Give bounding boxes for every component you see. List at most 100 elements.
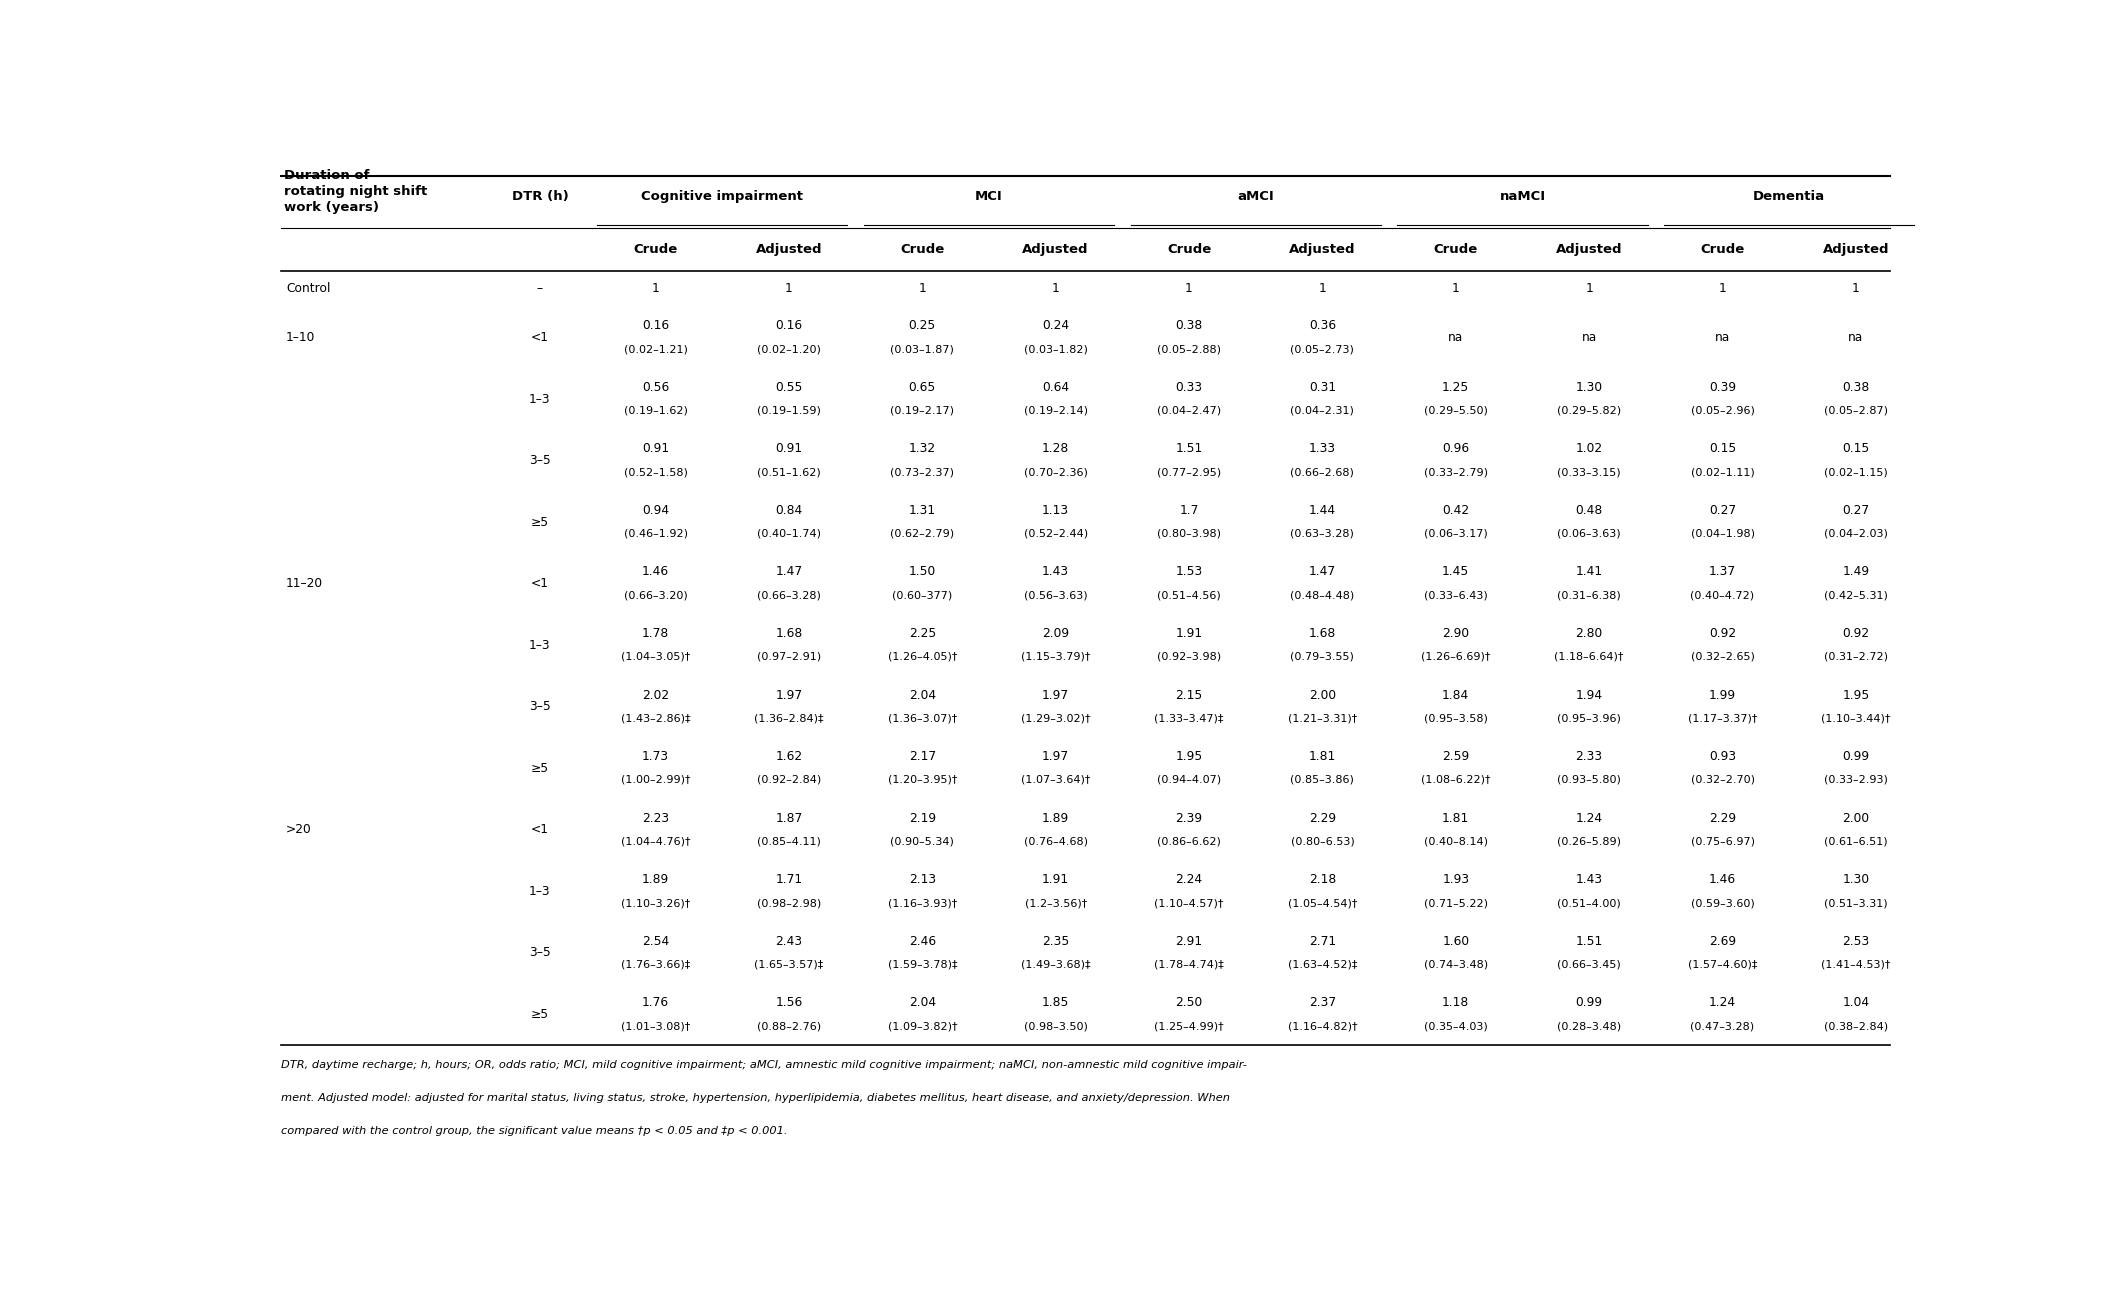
- Text: 1.25: 1.25: [1442, 380, 1470, 393]
- Text: 0.92: 0.92: [1843, 627, 1870, 640]
- Text: 0.65: 0.65: [909, 380, 936, 393]
- Text: 1.62: 1.62: [775, 750, 803, 763]
- Text: (0.40–8.14): (0.40–8.14): [1423, 836, 1487, 846]
- Text: (0.46–1.92): (0.46–1.92): [623, 528, 688, 539]
- Text: (1.04–3.05)†: (1.04–3.05)†: [621, 652, 690, 662]
- Text: 2.37: 2.37: [1309, 997, 1336, 1010]
- Text: (0.29–5.82): (0.29–5.82): [1557, 406, 1620, 415]
- Text: (0.51–4.00): (0.51–4.00): [1557, 898, 1620, 909]
- Text: 3–5: 3–5: [530, 946, 551, 959]
- Text: MCI: MCI: [974, 190, 1002, 202]
- Text: na: na: [1449, 331, 1464, 344]
- Text: 1: 1: [1053, 282, 1059, 295]
- Text: (0.31–2.72): (0.31–2.72): [1824, 652, 1887, 662]
- Text: Adjusted: Adjusted: [1557, 243, 1622, 256]
- Text: 0.16: 0.16: [775, 319, 803, 332]
- Text: 2.15: 2.15: [1175, 688, 1203, 701]
- Text: 0.94: 0.94: [642, 504, 669, 517]
- Text: (0.19–1.59): (0.19–1.59): [756, 406, 822, 415]
- Text: 1.46: 1.46: [1709, 874, 1737, 887]
- Text: naMCI: naMCI: [1500, 190, 1546, 202]
- Text: (0.63–3.28): (0.63–3.28): [1290, 528, 1353, 539]
- Text: 1: 1: [1453, 282, 1459, 295]
- Text: (1.63–4.52)‡: (1.63–4.52)‡: [1288, 959, 1358, 970]
- Text: 0.56: 0.56: [642, 380, 669, 393]
- Text: (0.40–1.74): (0.40–1.74): [756, 528, 822, 539]
- Text: 1.71: 1.71: [775, 874, 803, 887]
- Text: 1.50: 1.50: [909, 566, 936, 579]
- Text: (0.06–3.17): (0.06–3.17): [1423, 528, 1487, 539]
- Text: (0.32–2.70): (0.32–2.70): [1690, 775, 1754, 785]
- Text: 1.91: 1.91: [1042, 874, 1070, 887]
- Text: na: na: [1849, 331, 1864, 344]
- Text: (1.29–3.02)†: (1.29–3.02)†: [1021, 714, 1091, 723]
- Text: (0.33–3.15): (0.33–3.15): [1557, 467, 1620, 478]
- Text: (0.04–1.98): (0.04–1.98): [1690, 528, 1754, 539]
- Text: (0.98–3.50): (0.98–3.50): [1023, 1022, 1087, 1031]
- Text: Duration of
rotating night shift
work (years): Duration of rotating night shift work (y…: [284, 169, 428, 214]
- Text: (0.62–2.79): (0.62–2.79): [890, 528, 955, 539]
- Text: (1.00–2.99)†: (1.00–2.99)†: [621, 775, 690, 785]
- Text: 0.38: 0.38: [1175, 319, 1203, 332]
- Text: 1.46: 1.46: [642, 566, 669, 579]
- Text: 1–10: 1–10: [286, 331, 316, 344]
- Text: 0.64: 0.64: [1042, 380, 1070, 393]
- Text: (0.05–2.73): (0.05–2.73): [1290, 344, 1353, 354]
- Text: (0.75–6.97): (0.75–6.97): [1690, 836, 1754, 846]
- Text: 1.51: 1.51: [1576, 935, 1603, 948]
- Text: 2.00: 2.00: [1309, 688, 1336, 701]
- Text: 1.53: 1.53: [1175, 566, 1203, 579]
- Text: aMCI: aMCI: [1237, 190, 1275, 202]
- Text: 1.7: 1.7: [1180, 504, 1199, 517]
- Text: <1: <1: [532, 331, 549, 344]
- Text: (1.16–3.93)†: (1.16–3.93)†: [887, 898, 957, 909]
- Text: (1.43–2.86)‡: (1.43–2.86)‡: [621, 714, 690, 723]
- Text: 1–3: 1–3: [530, 885, 551, 898]
- Text: 1–3: 1–3: [530, 639, 551, 652]
- Text: 1: 1: [1320, 282, 1326, 295]
- Text: 2.19: 2.19: [909, 811, 936, 824]
- Text: 1–3: 1–3: [530, 392, 551, 405]
- Text: 1.84: 1.84: [1442, 688, 1470, 701]
- Text: 1.18: 1.18: [1442, 997, 1470, 1010]
- Text: (0.92–2.84): (0.92–2.84): [756, 775, 822, 785]
- Text: (1.10–3.44)†: (1.10–3.44)†: [1821, 714, 1891, 723]
- Text: (0.05–2.87): (0.05–2.87): [1824, 406, 1887, 415]
- Text: 2.24: 2.24: [1175, 874, 1203, 887]
- Text: na: na: [1582, 331, 1597, 344]
- Text: (0.66–3.45): (0.66–3.45): [1557, 959, 1620, 970]
- Text: 2.59: 2.59: [1442, 750, 1470, 763]
- Text: (0.52–1.58): (0.52–1.58): [623, 467, 688, 478]
- Text: (0.26–5.89): (0.26–5.89): [1557, 836, 1620, 846]
- Text: 2.29: 2.29: [1709, 811, 1737, 824]
- Text: (0.31–6.38): (0.31–6.38): [1557, 591, 1620, 601]
- Text: (0.95–3.58): (0.95–3.58): [1423, 714, 1487, 723]
- Text: (0.05–2.96): (0.05–2.96): [1690, 406, 1754, 415]
- Text: (1.26–4.05)†: (1.26–4.05)†: [887, 652, 957, 662]
- Text: 1.56: 1.56: [775, 997, 803, 1010]
- Text: Crude: Crude: [1167, 243, 1211, 256]
- Text: 0.38: 0.38: [1843, 380, 1870, 393]
- Text: 1: 1: [786, 282, 792, 295]
- Text: 1.89: 1.89: [642, 874, 669, 887]
- Text: 1.85: 1.85: [1042, 997, 1070, 1010]
- Text: (1.20–3.95)†: (1.20–3.95)†: [887, 775, 957, 785]
- Text: (0.33–2.93): (0.33–2.93): [1824, 775, 1887, 785]
- Text: (1.16–4.82)†: (1.16–4.82)†: [1288, 1022, 1358, 1031]
- Text: 0.27: 0.27: [1843, 504, 1870, 517]
- Text: 0.33: 0.33: [1175, 380, 1203, 393]
- Text: 0.39: 0.39: [1709, 380, 1737, 393]
- Text: 0.93: 0.93: [1709, 750, 1737, 763]
- Text: (0.48–4.48): (0.48–4.48): [1290, 591, 1356, 601]
- Text: 1.95: 1.95: [1175, 750, 1203, 763]
- Text: (0.03–1.87): (0.03–1.87): [890, 344, 955, 354]
- Text: 2.25: 2.25: [909, 627, 936, 640]
- Text: 1.97: 1.97: [1042, 688, 1070, 701]
- Text: 0.92: 0.92: [1709, 627, 1737, 640]
- Text: (1.01–3.08)†: (1.01–3.08)†: [621, 1022, 690, 1031]
- Text: 11–20: 11–20: [286, 578, 324, 591]
- Text: (0.02–1.20): (0.02–1.20): [756, 344, 822, 354]
- Text: 1.51: 1.51: [1175, 443, 1203, 456]
- Text: 2.09: 2.09: [1042, 627, 1070, 640]
- Text: 2.13: 2.13: [909, 874, 936, 887]
